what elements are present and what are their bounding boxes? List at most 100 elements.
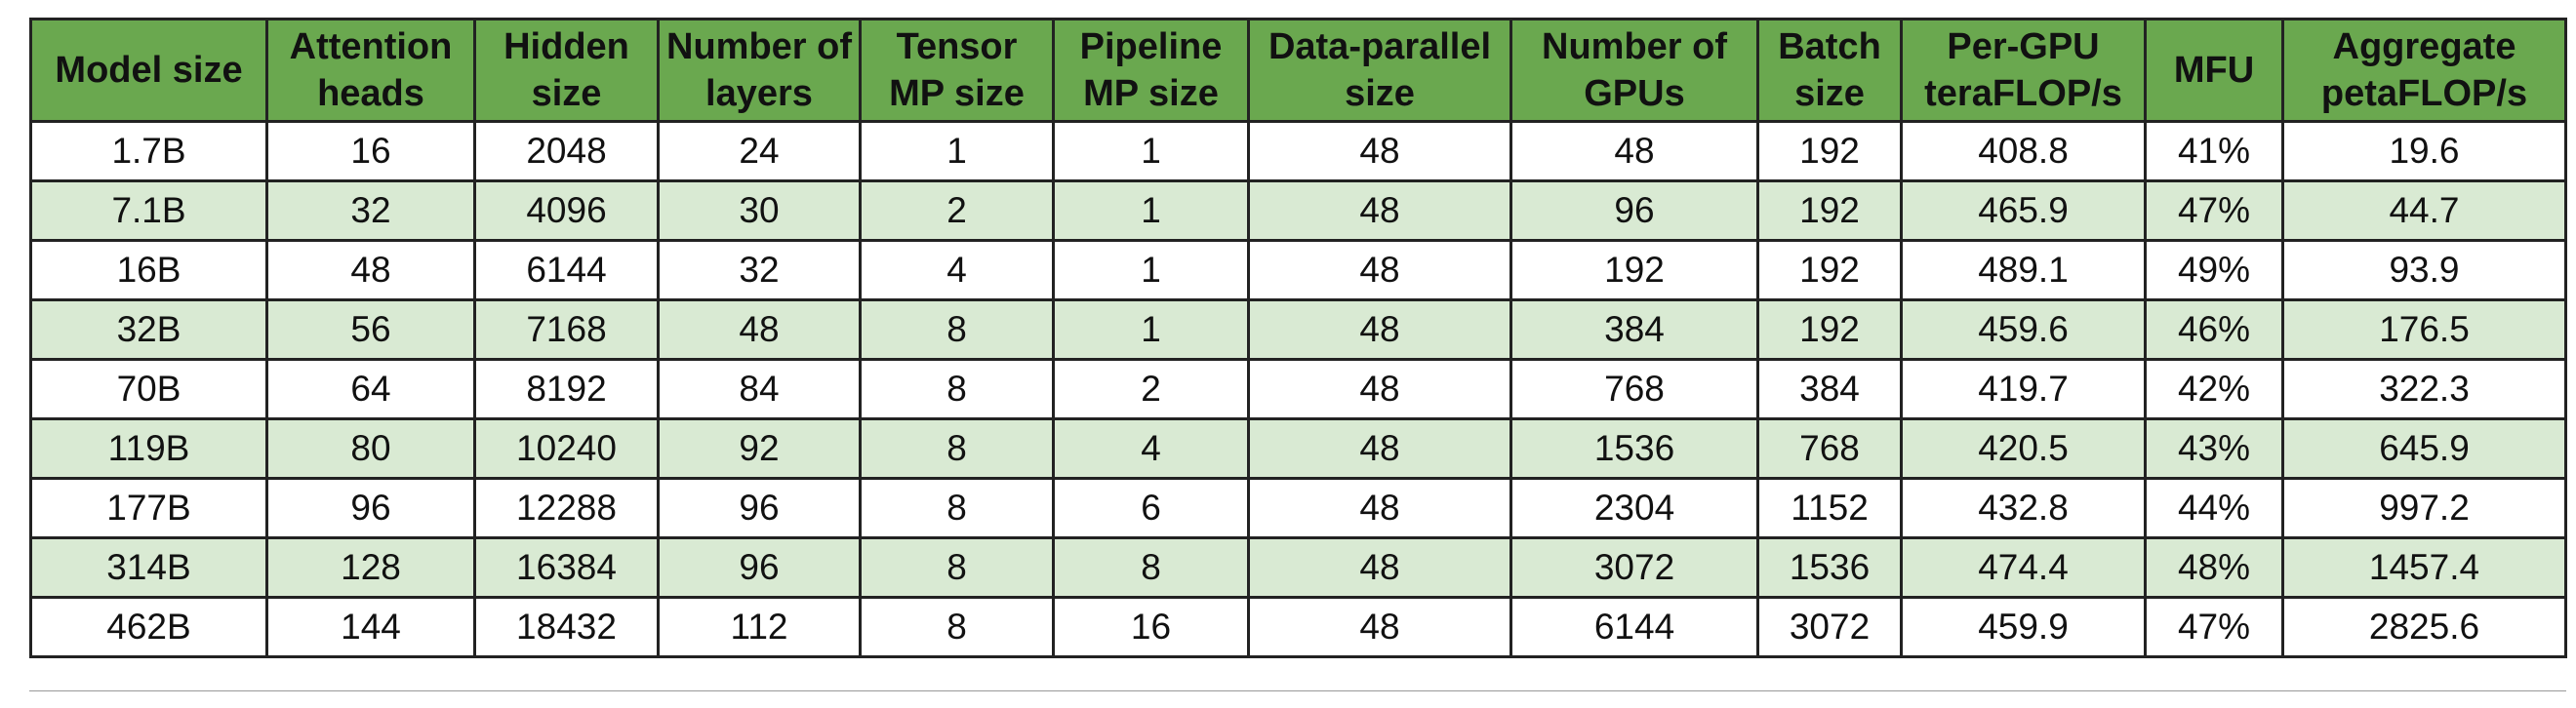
hidden-size-cell: 10240 [473, 417, 660, 480]
table-row: 462B 144 18432 112 8 16 48 6144 3072 459.9 47% 2825… [29, 596, 2567, 658]
number-of-gpus-cell: 2304 [1509, 477, 1759, 539]
table-row: 7.1B 32 4096 30 2 1 48 96 192 465.9 47% 44.7 [29, 179, 2567, 242]
batch-size-cell: 3072 [1756, 596, 1903, 658]
pipeline-mp-size-cell: 4 [1052, 417, 1250, 480]
number-of-gpus-cell: 48 [1509, 120, 1759, 182]
table-row: 70B 64 8192 84 8 2 48 768 384 419.7 42% 322.3 [29, 358, 2567, 420]
header-per-gpu-teraflops: Per-GPU teraFLOP/s [1900, 18, 2147, 123]
table-row: 16B 48 6144 32 4 1 48 192 192 489.1 49% 93.9 [29, 239, 2567, 301]
table-row: 1.7B 16 2048 24 1 1 48 48 192 408.8 41% 19.6 [29, 120, 2567, 182]
pipeline-mp-size-cell: 8 [1052, 536, 1250, 599]
table-header: Model size Attention heads Hidden size N… [29, 18, 2567, 123]
model-scaling-table: Model size Attention heads Hidden size N… [29, 18, 2567, 658]
hidden-size-cell: 16384 [473, 536, 660, 599]
data-parallel-size-cell: 48 [1247, 179, 1512, 242]
attention-heads-cell: 128 [265, 536, 476, 599]
data-parallel-size-cell: 48 [1247, 120, 1512, 182]
mfu-cell: 49% [2144, 239, 2284, 301]
number-of-layers-cell: 24 [657, 120, 862, 182]
attention-heads-cell: 64 [265, 358, 476, 420]
table-row: 177B 96 12288 96 8 6 48 2304 1152 432.8 44% 997.2 [29, 477, 2567, 539]
batch-size-cell: 192 [1756, 298, 1903, 361]
number-of-gpus-cell: 1536 [1509, 417, 1759, 480]
aggregate-petaflops-cell: 2825.6 [2281, 596, 2567, 658]
per-gpu-teraflops-cell: 459.6 [1900, 298, 2147, 361]
aggregate-petaflops-cell: 997.2 [2281, 477, 2567, 539]
tensor-mp-size-cell: 8 [859, 417, 1055, 480]
header-number-of-layers: Number of layers [657, 18, 862, 123]
number-of-gpus-cell: 768 [1509, 358, 1759, 420]
table-body: 1.7B 16 2048 24 1 1 48 48 192 408.8 41% 19.6 7.1B 32 4… [29, 120, 2567, 658]
header-pipeline-mp-size: Pipeline MP size [1052, 18, 1250, 123]
attention-heads-cell: 96 [265, 477, 476, 539]
pipeline-mp-size-cell: 2 [1052, 358, 1250, 420]
data-parallel-size-cell: 48 [1247, 596, 1512, 658]
header-hidden-size: Hidden size [473, 18, 660, 123]
hidden-size-cell: 6144 [473, 239, 660, 301]
batch-size-cell: 384 [1756, 358, 1903, 420]
model-size-cell: 314B [29, 536, 268, 599]
attention-heads-cell: 32 [265, 179, 476, 242]
pipeline-mp-size-cell: 1 [1052, 179, 1250, 242]
tensor-mp-size-cell: 4 [859, 239, 1055, 301]
batch-size-cell: 768 [1756, 417, 1903, 480]
number-of-layers-cell: 96 [657, 536, 862, 599]
per-gpu-teraflops-cell: 419.7 [1900, 358, 2147, 420]
table-row: 32B 56 7168 48 8 1 48 384 192 459.6 46% 176.5 [29, 298, 2567, 361]
data-parallel-size-cell: 48 [1247, 417, 1512, 480]
tensor-mp-size-cell: 1 [859, 120, 1055, 182]
per-gpu-teraflops-cell: 432.8 [1900, 477, 2147, 539]
number-of-layers-cell: 48 [657, 298, 862, 361]
pipeline-mp-size-cell: 1 [1052, 298, 1250, 361]
number-of-layers-cell: 84 [657, 358, 862, 420]
model-size-cell: 462B [29, 596, 268, 658]
model-size-cell: 7.1B [29, 179, 268, 242]
aggregate-petaflops-cell: 19.6 [2281, 120, 2567, 182]
model-size-cell: 177B [29, 477, 268, 539]
table-row: 119B 80 10240 92 8 4 48 1536 768 420.5 43% 645.9 [29, 417, 2567, 480]
per-gpu-teraflops-cell: 420.5 [1900, 417, 2147, 480]
attention-heads-cell: 56 [265, 298, 476, 361]
number-of-layers-cell: 92 [657, 417, 862, 480]
per-gpu-teraflops-cell: 465.9 [1900, 179, 2147, 242]
hidden-size-cell: 7168 [473, 298, 660, 361]
batch-size-cell: 192 [1756, 120, 1903, 182]
header-number-of-gpus: Number of GPUs [1509, 18, 1759, 123]
number-of-layers-cell: 32 [657, 239, 862, 301]
header-batch-size: Batch size [1756, 18, 1903, 123]
per-gpu-teraflops-cell: 408.8 [1900, 120, 2147, 182]
per-gpu-teraflops-cell: 489.1 [1900, 239, 2147, 301]
mfu-cell: 48% [2144, 536, 2284, 599]
aggregate-petaflops-cell: 93.9 [2281, 239, 2567, 301]
number-of-gpus-cell: 6144 [1509, 596, 1759, 658]
hidden-size-cell: 2048 [473, 120, 660, 182]
batch-size-cell: 192 [1756, 239, 1903, 301]
header-data-parallel-size: Data-parallel size [1247, 18, 1512, 123]
table-row: 314B 128 16384 96 8 8 48 3072 1536 474.4 48% 1457.4 [29, 536, 2567, 599]
hidden-size-cell: 8192 [473, 358, 660, 420]
per-gpu-teraflops-cell: 459.9 [1900, 596, 2147, 658]
data-parallel-size-cell: 48 [1247, 239, 1512, 301]
table-frame: Model size Attention heads Hidden size N… [29, 0, 2567, 691]
aggregate-petaflops-cell: 322.3 [2281, 358, 2567, 420]
model-size-cell: 119B [29, 417, 268, 480]
model-size-cell: 32B [29, 298, 268, 361]
hidden-size-cell: 12288 [473, 477, 660, 539]
header-mfu: MFU [2144, 18, 2284, 123]
number-of-gpus-cell: 384 [1509, 298, 1759, 361]
tensor-mp-size-cell: 8 [859, 298, 1055, 361]
header-row: Model size Attention heads Hidden size N… [29, 18, 2567, 123]
number-of-gpus-cell: 96 [1509, 179, 1759, 242]
number-of-layers-cell: 96 [657, 477, 862, 539]
tensor-mp-size-cell: 8 [859, 536, 1055, 599]
batch-size-cell: 192 [1756, 179, 1903, 242]
attention-heads-cell: 48 [265, 239, 476, 301]
data-parallel-size-cell: 48 [1247, 298, 1512, 361]
attention-heads-cell: 144 [265, 596, 476, 658]
number-of-gpus-cell: 3072 [1509, 536, 1759, 599]
aggregate-petaflops-cell: 1457.4 [2281, 536, 2567, 599]
mfu-cell: 42% [2144, 358, 2284, 420]
mfu-cell: 46% [2144, 298, 2284, 361]
model-size-cell: 16B [29, 239, 268, 301]
data-parallel-size-cell: 48 [1247, 536, 1512, 599]
